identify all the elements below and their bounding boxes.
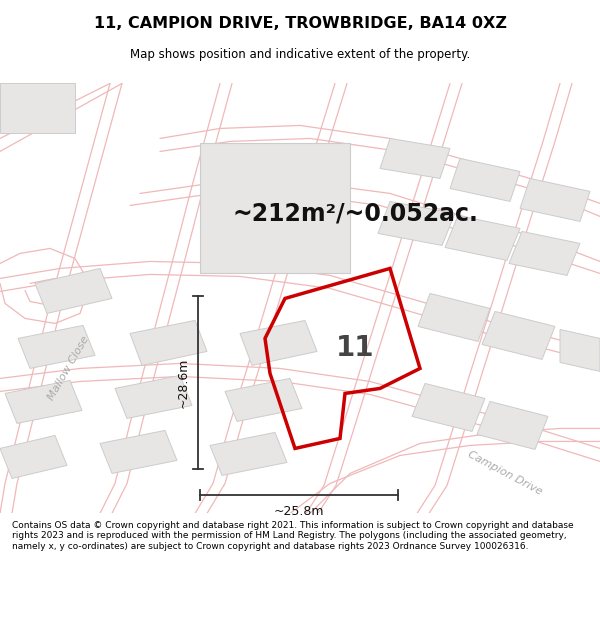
Polygon shape bbox=[18, 326, 95, 368]
Polygon shape bbox=[115, 376, 192, 419]
Text: Map shows position and indicative extent of the property.: Map shows position and indicative extent… bbox=[130, 48, 470, 61]
Text: Contains OS data © Crown copyright and database right 2021. This information is : Contains OS data © Crown copyright and d… bbox=[12, 521, 574, 551]
Polygon shape bbox=[477, 401, 548, 449]
Polygon shape bbox=[5, 381, 82, 424]
Polygon shape bbox=[560, 329, 600, 371]
Text: Campion Drive: Campion Drive bbox=[466, 449, 544, 498]
Polygon shape bbox=[0, 83, 75, 133]
Polygon shape bbox=[35, 269, 112, 314]
Polygon shape bbox=[378, 201, 455, 246]
Text: ~212m²/~0.052ac.: ~212m²/~0.052ac. bbox=[232, 201, 478, 226]
Polygon shape bbox=[412, 383, 485, 431]
Polygon shape bbox=[240, 321, 317, 366]
Text: 11: 11 bbox=[336, 334, 374, 362]
Text: 11, CAMPION DRIVE, TROWBRIDGE, BA14 0XZ: 11, CAMPION DRIVE, TROWBRIDGE, BA14 0XZ bbox=[94, 16, 506, 31]
Polygon shape bbox=[130, 321, 207, 366]
Polygon shape bbox=[0, 436, 67, 479]
Text: Mallow Close: Mallow Close bbox=[46, 334, 91, 402]
Polygon shape bbox=[445, 216, 520, 261]
Polygon shape bbox=[520, 179, 590, 221]
Polygon shape bbox=[418, 294, 490, 341]
Polygon shape bbox=[450, 158, 520, 201]
Polygon shape bbox=[200, 143, 350, 274]
Text: ~25.8m: ~25.8m bbox=[274, 506, 324, 519]
Polygon shape bbox=[509, 231, 580, 276]
Polygon shape bbox=[100, 431, 177, 474]
Polygon shape bbox=[482, 311, 555, 359]
Polygon shape bbox=[210, 432, 287, 476]
Polygon shape bbox=[380, 138, 450, 179]
Polygon shape bbox=[225, 378, 302, 421]
Text: ~28.6m: ~28.6m bbox=[177, 357, 190, 408]
